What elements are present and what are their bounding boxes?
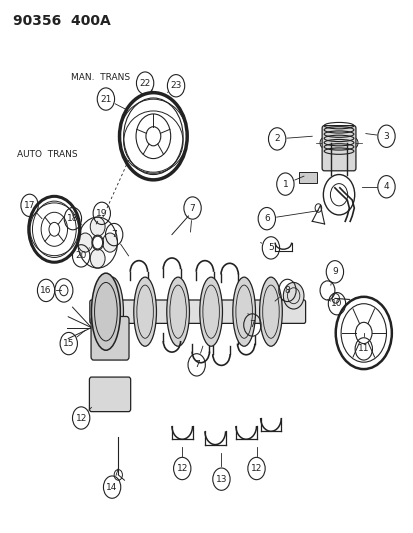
Text: 7: 7 [193, 360, 199, 369]
Text: 17: 17 [24, 201, 35, 210]
Ellipse shape [166, 277, 189, 346]
FancyBboxPatch shape [89, 377, 131, 411]
Text: 20: 20 [75, 252, 87, 260]
Text: 5: 5 [268, 244, 273, 253]
Text: 9: 9 [331, 268, 337, 276]
Text: 12: 12 [176, 464, 188, 473]
Text: 7: 7 [189, 204, 195, 213]
Circle shape [102, 233, 117, 252]
Ellipse shape [91, 273, 120, 350]
Text: 16: 16 [40, 286, 52, 295]
Text: 4: 4 [383, 182, 388, 191]
Text: 11: 11 [357, 344, 369, 353]
Text: 12: 12 [250, 464, 261, 473]
FancyBboxPatch shape [298, 172, 316, 182]
Ellipse shape [133, 277, 156, 346]
Circle shape [282, 282, 303, 309]
Text: 10: 10 [330, 299, 342, 308]
Text: 15: 15 [63, 339, 74, 348]
FancyBboxPatch shape [90, 300, 305, 324]
Text: 22: 22 [139, 78, 150, 87]
Circle shape [90, 217, 105, 236]
Ellipse shape [100, 277, 123, 346]
Circle shape [93, 236, 102, 249]
Ellipse shape [199, 277, 222, 346]
Text: 7: 7 [111, 230, 117, 239]
Text: 6: 6 [263, 214, 269, 223]
Text: MAN.  TRANS: MAN. TRANS [71, 73, 130, 82]
Text: 7: 7 [249, 320, 255, 329]
Text: 14: 14 [106, 482, 118, 491]
FancyBboxPatch shape [91, 317, 129, 360]
Text: 12: 12 [75, 414, 87, 423]
Text: 90356  400A: 90356 400A [13, 14, 111, 28]
Circle shape [90, 249, 105, 268]
Text: AUTO  TRANS: AUTO TRANS [17, 150, 78, 159]
Text: 18: 18 [67, 214, 78, 223]
Text: 8: 8 [284, 286, 290, 295]
Text: 13: 13 [215, 475, 227, 483]
Text: 2: 2 [274, 134, 279, 143]
Ellipse shape [259, 277, 282, 346]
Text: 3: 3 [383, 132, 388, 141]
Text: 1: 1 [282, 180, 287, 189]
FancyBboxPatch shape [321, 126, 355, 171]
Text: 19: 19 [96, 209, 107, 218]
Text: 23: 23 [170, 81, 181, 90]
Text: 21: 21 [100, 94, 112, 103]
Ellipse shape [232, 277, 255, 346]
Circle shape [78, 233, 93, 252]
